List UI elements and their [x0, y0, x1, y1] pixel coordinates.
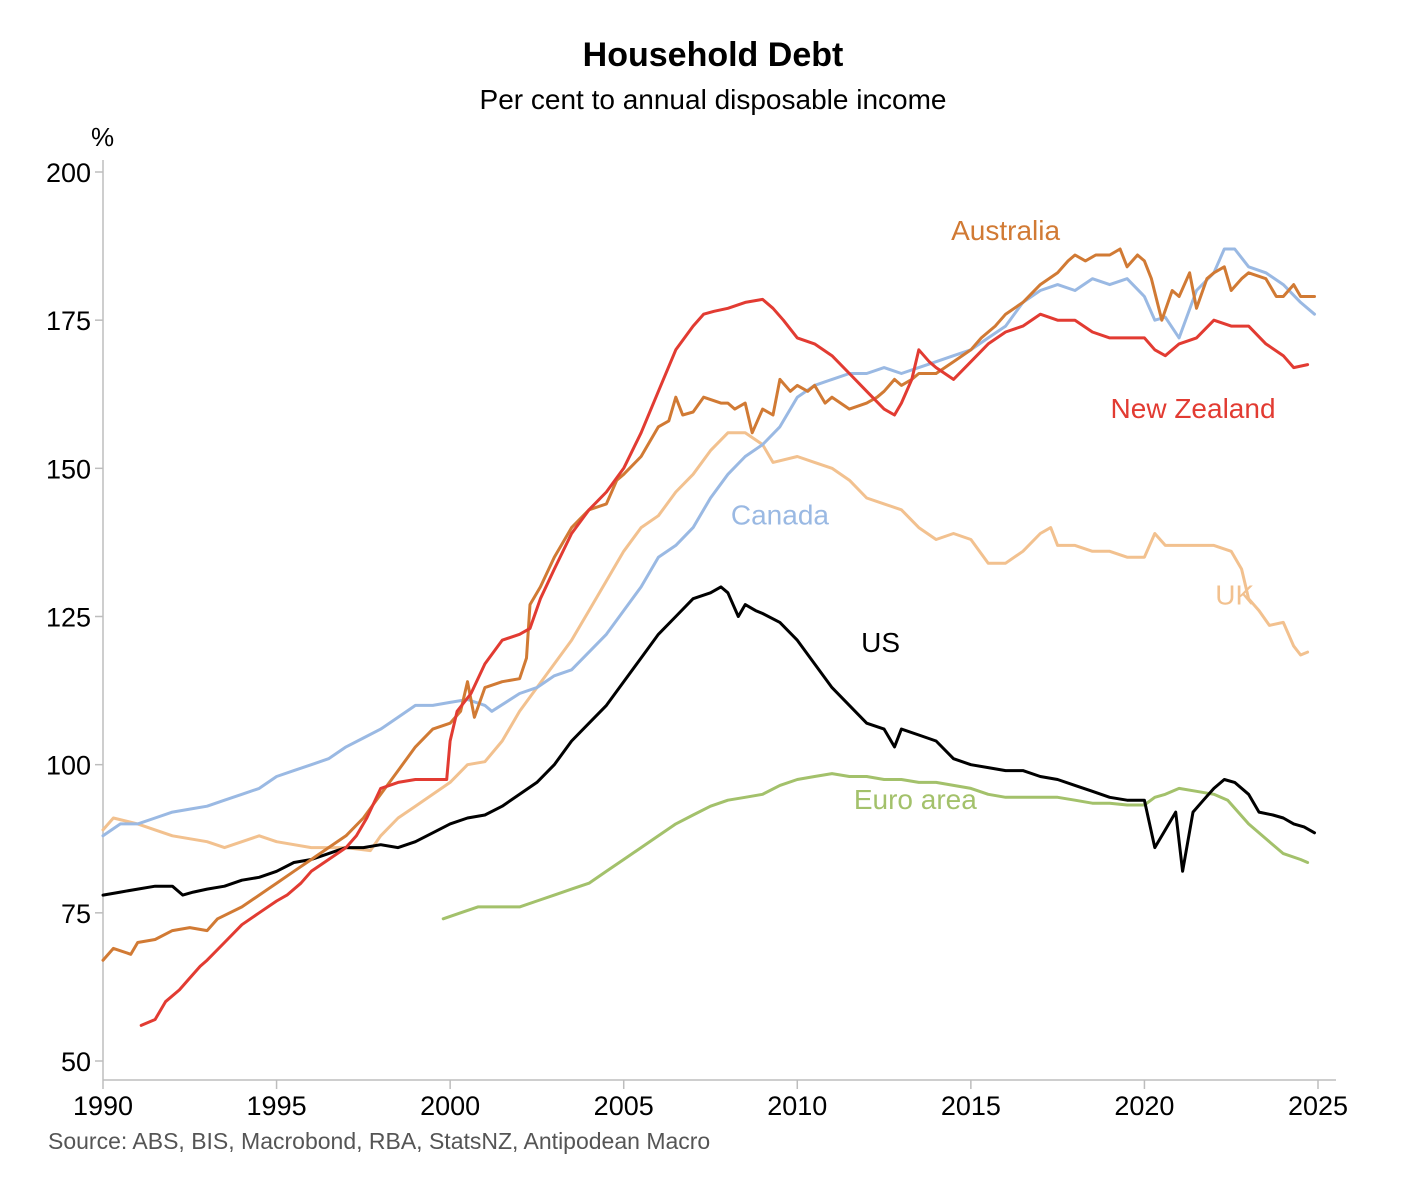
y-tick-label: 150 [46, 454, 91, 484]
series-line-australia [101, 247, 1316, 962]
x-tick-label: 2005 [594, 1091, 654, 1121]
series-line-new-zealand [139, 297, 1310, 1027]
series-label-australia: Australia [951, 215, 1060, 246]
y-tick-label: 100 [46, 751, 91, 781]
series-line-canada [101, 247, 1316, 838]
y-tick-label: 125 [46, 603, 91, 633]
chart-title: Household Debt [582, 36, 844, 74]
series-line-uk [101, 431, 1310, 853]
x-tick-label: 2015 [941, 1091, 1001, 1121]
series-line-us [101, 585, 1316, 897]
series-label-euro-area: Euro area [854, 784, 977, 815]
y-tick-label: 200 [46, 158, 91, 188]
series-label-canada: Canada [731, 500, 830, 531]
x-tick-label: 2020 [1114, 1091, 1174, 1121]
y-tick-label: 50 [61, 1047, 91, 1077]
y-tick-label: 75 [61, 899, 91, 929]
series-labels: Australia New Zealand Canada UK US Euro area [731, 215, 1276, 815]
x-tick-label: 2025 [1288, 1091, 1348, 1121]
x-tick-label: 2010 [767, 1091, 827, 1121]
chart-subtitle: Per cent to annual disposable income [479, 84, 947, 115]
source-note: Source: ABS, BIS, Macrobond, RBA, StatsN… [48, 1128, 711, 1154]
series-label-new-zealand: New Zealand [1111, 393, 1276, 424]
series-label-uk: UK [1215, 580, 1254, 611]
series-group [101, 247, 1316, 1027]
x-tick-label: 1995 [247, 1091, 307, 1121]
x-tick-label: 2000 [420, 1091, 480, 1121]
y-tick-label: 175 [46, 306, 91, 336]
series-line-euro-area [441, 772, 1310, 921]
series-label-us: US [861, 627, 900, 658]
y-axis-unit-label: % [91, 122, 114, 152]
x-tick-label: 1990 [73, 1091, 133, 1121]
axes: 50 75 100 125 150 175 200 1990 1995 2000 2005 2010 2… [46, 158, 1348, 1121]
